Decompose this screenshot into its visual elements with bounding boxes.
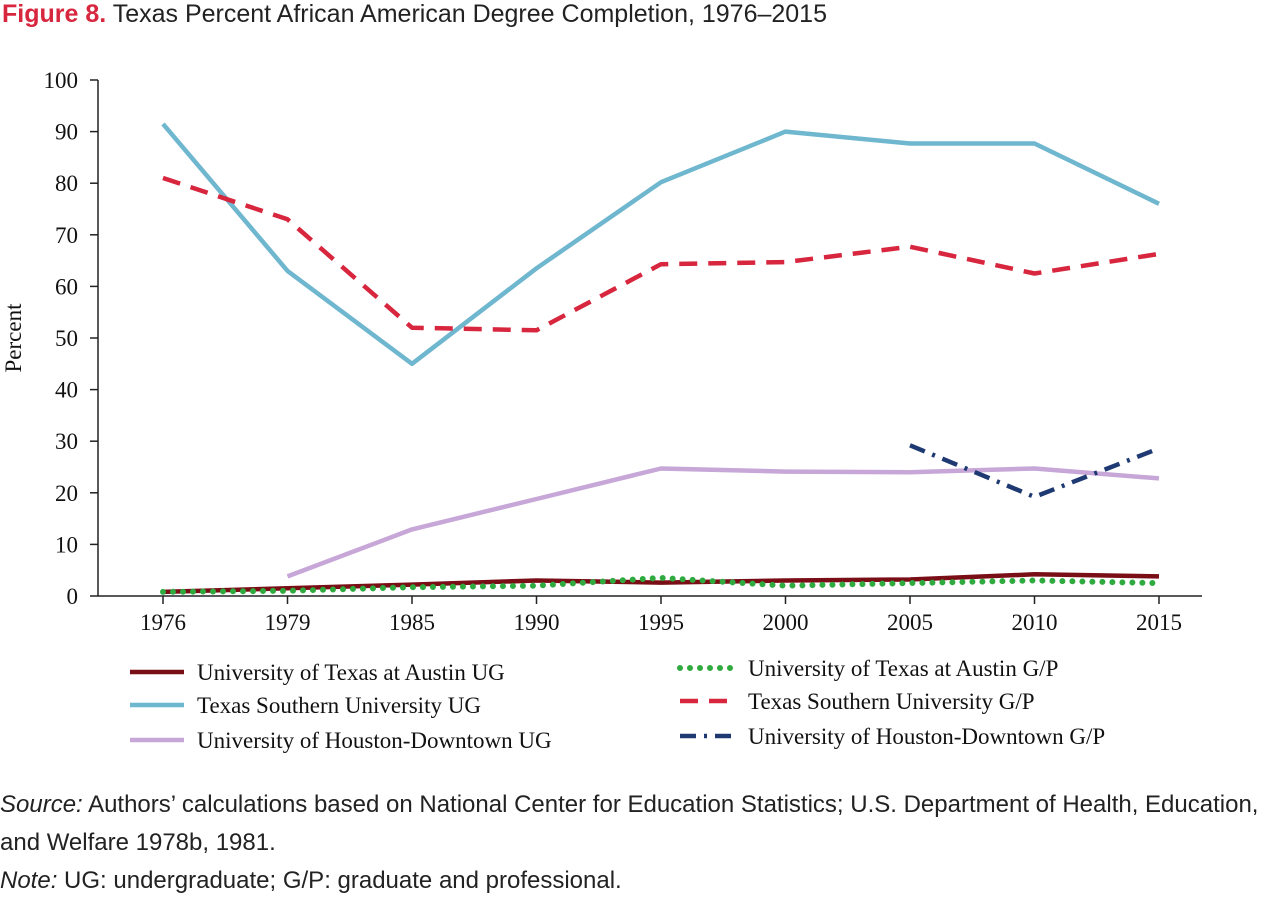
- x-tick-label: 2005: [887, 610, 933, 635]
- source-label: Source:: [0, 791, 83, 818]
- figure-title-text: Texas Percent African American Degree Co…: [112, 0, 827, 28]
- series-line: [160, 574, 1162, 595]
- x-tick-label: 1985: [389, 610, 435, 635]
- legend-item-6: University of Houston-Downtown G/P: [680, 724, 1105, 749]
- x-tick-label: 1990: [514, 610, 560, 635]
- y-tick-label: 80: [55, 171, 78, 196]
- y-tick-label: 70: [55, 223, 78, 248]
- legend-label: University of Houston-Downtown G/P: [748, 724, 1105, 749]
- chart-series: [160, 122, 1162, 595]
- legend-item-4: University of Texas at Austin G/P: [677, 656, 1058, 681]
- series-line: [162, 175, 1160, 333]
- x-tick-label: 2010: [1012, 610, 1058, 635]
- note-text: UG: undergraduate; G/P: graduate and pro…: [57, 867, 622, 894]
- y-tick-label: 90: [55, 120, 78, 145]
- legend-item-3: University of Houston-Downtown UG: [130, 728, 552, 753]
- legend-label: University of Houston-Downtown UG: [197, 728, 552, 753]
- y-axis-title: Percent: [1, 303, 26, 373]
- source-note: Source: Authors’ calculations based on N…: [0, 786, 1280, 862]
- figure-label: Figure 8.: [2, 0, 107, 28]
- line-chart: 0 10 20 30 40 50 60 70 80 90 100 1976 1979 1985 1990 19…: [1, 68, 1202, 753]
- y-tick-label: 100: [44, 68, 79, 93]
- y-tick-label: 10: [55, 532, 78, 557]
- series-line: [161, 122, 1160, 367]
- series-4: [160, 574, 1162, 595]
- legend-item-2: Texas Southern University UG: [130, 693, 481, 718]
- y-tick-label: 30: [55, 429, 78, 454]
- abbreviation-note: Note: UG: undergraduate; G/P: graduate a…: [0, 862, 1280, 900]
- x-tick-label: 2015: [1136, 610, 1182, 635]
- chart-legend: University of Texas at Austin UG Texas So…: [130, 656, 1105, 753]
- legend-label: University of Texas at Austin UG: [197, 660, 505, 685]
- legend-label: University of Texas at Austin G/P: [748, 656, 1058, 681]
- x-tick-label: 1979: [265, 610, 311, 635]
- legend-item-5: Texas Southern University G/P: [680, 689, 1035, 714]
- y-tick-label: 20: [55, 481, 78, 506]
- note-label: Note:: [0, 867, 58, 894]
- series-line: [162, 572, 1160, 595]
- x-tick-label: 2000: [763, 610, 809, 635]
- series-6: [909, 443, 1160, 500]
- series-1: [162, 572, 1160, 595]
- y-tick-label: 50: [55, 326, 78, 351]
- y-tick-label: 40: [55, 378, 78, 403]
- y-tick-label: 60: [55, 274, 78, 299]
- x-tick-label: 1976: [140, 610, 186, 635]
- legend-label: Texas Southern University UG: [197, 693, 481, 718]
- series-3: [286, 466, 1160, 579]
- figure-title: Figure 8. Texas Percent African American…: [2, 0, 827, 29]
- y-tick-label: 0: [67, 584, 79, 609]
- chart-axes: 0 10 20 30 40 50 60 70 80 90 100 1976 1979 1985 1990 19…: [1, 68, 1202, 635]
- series-line: [286, 466, 1160, 579]
- figure-footer: Source: Authors’ calculations based on N…: [0, 786, 1280, 900]
- series-5: [162, 175, 1160, 333]
- source-text: Authors’ calculations based on National …: [0, 791, 1259, 856]
- legend-label: Texas Southern University G/P: [748, 689, 1035, 714]
- series-line: [909, 443, 1160, 500]
- x-tick-label: 1995: [638, 610, 684, 635]
- series-2: [161, 122, 1160, 367]
- legend-item-1: University of Texas at Austin UG: [130, 660, 505, 685]
